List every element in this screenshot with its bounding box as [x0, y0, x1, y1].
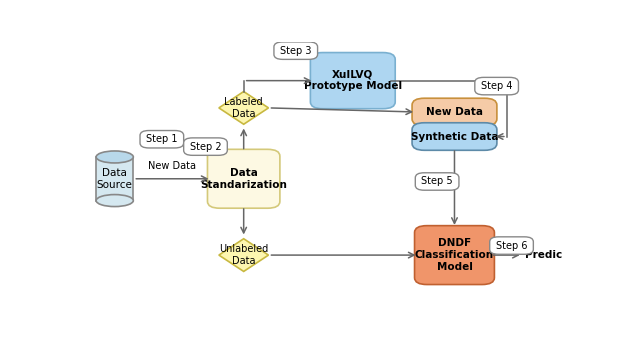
Text: Predic: Predic — [525, 250, 563, 260]
FancyBboxPatch shape — [412, 98, 497, 126]
FancyBboxPatch shape — [96, 157, 133, 201]
Text: New Data: New Data — [426, 107, 483, 117]
FancyBboxPatch shape — [490, 237, 533, 254]
Text: Step 3: Step 3 — [280, 46, 312, 56]
Text: New Data: New Data — [148, 161, 196, 171]
FancyBboxPatch shape — [207, 149, 280, 208]
Text: Data
Source: Data Source — [97, 168, 132, 190]
Text: Step 2: Step 2 — [189, 142, 221, 152]
Text: Step 6: Step 6 — [496, 241, 527, 251]
Ellipse shape — [96, 151, 133, 163]
FancyBboxPatch shape — [415, 173, 459, 190]
Text: Step 1: Step 1 — [146, 134, 177, 144]
FancyBboxPatch shape — [475, 78, 518, 95]
Text: DNDF
Classification
Model: DNDF Classification Model — [415, 239, 494, 272]
FancyBboxPatch shape — [274, 42, 317, 59]
Text: Step 4: Step 4 — [481, 81, 513, 91]
FancyBboxPatch shape — [140, 131, 184, 148]
FancyBboxPatch shape — [184, 138, 227, 155]
FancyBboxPatch shape — [310, 52, 396, 109]
Text: Step 5: Step 5 — [421, 177, 453, 187]
Text: Data
Standarization: Data Standarization — [200, 168, 287, 190]
Text: Labeled
Data: Labeled Data — [225, 97, 263, 119]
FancyBboxPatch shape — [412, 123, 497, 150]
Ellipse shape — [96, 195, 133, 207]
Polygon shape — [219, 239, 269, 272]
Polygon shape — [219, 92, 269, 124]
Text: Unlabeled
Data: Unlabeled Data — [219, 244, 268, 266]
FancyBboxPatch shape — [415, 225, 495, 285]
Text: Synthetic Data: Synthetic Data — [411, 132, 498, 142]
Text: XuILVQ
Prototype Model: XuILVQ Prototype Model — [304, 70, 402, 91]
